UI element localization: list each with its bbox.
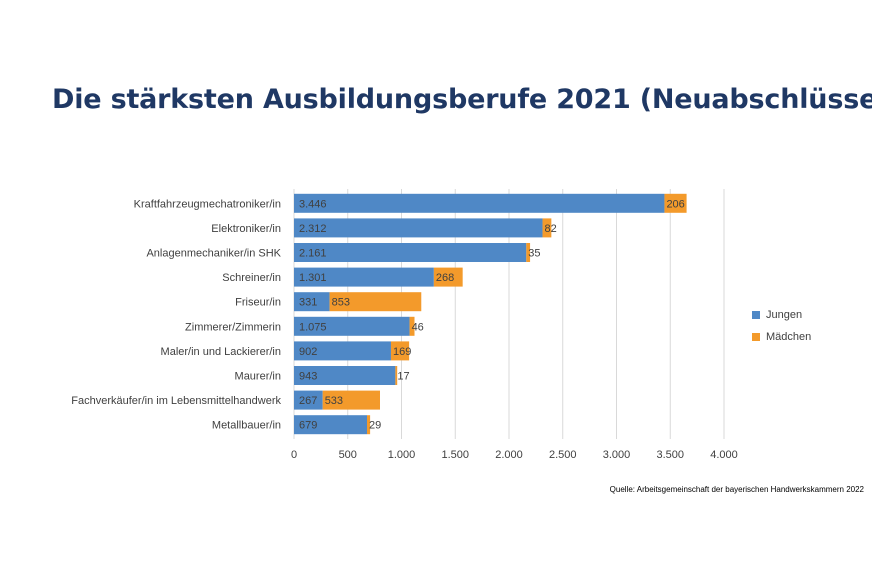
bar-jungen — [294, 193, 665, 213]
category-label: Elektroniker/in — [211, 223, 281, 235]
x-axis-ticks: 0 500 1.000 1.500 2.000 2.500 3.000 3.500 4.000 — [291, 449, 738, 461]
x-tick-label: 3.000 — [603, 449, 631, 461]
data-label-jungen: 3.446 — [299, 198, 327, 210]
category-label: Anlagenmechaniker/in SHK — [146, 248, 281, 260]
legend: Jungen Mädchen — [752, 308, 811, 352]
data-label-jungen: 267 — [299, 395, 317, 407]
data-label-maedchen: 206 — [666, 198, 684, 210]
x-tick-label: 2.500 — [549, 449, 577, 461]
bar-jungen — [294, 366, 396, 385]
x-tick-label: 3.500 — [656, 449, 684, 461]
data-label-jungen: 1.075 — [299, 321, 327, 333]
bar-jungen — [294, 390, 323, 410]
bar-maedchen — [409, 316, 415, 336]
bar-jungen — [294, 292, 330, 312]
bar-maedchen — [395, 366, 398, 385]
legend-label-maedchen: Mädchen — [766, 331, 812, 343]
data-label-jungen: 1.301 — [299, 272, 327, 284]
bar-jungen — [294, 341, 391, 361]
data-label-jungen: 2.312 — [299, 223, 327, 235]
bar-jungen — [294, 316, 410, 336]
category-labels: Kraftfahrzeugmechatroniker/in Elektronike… — [71, 198, 281, 431]
data-label-maedchen: 853 — [332, 297, 350, 309]
bar-maedchen — [390, 341, 410, 361]
category-label: Maler/in und Lackierer/in — [161, 346, 281, 358]
bar-maedchen — [433, 267, 463, 287]
bar-maedchen — [542, 218, 552, 238]
chart-title: Die stärksten Ausbildungsberufe 2021 (Ne… — [52, 84, 872, 115]
x-tick-label: 0 — [291, 449, 297, 461]
data-label-maedchen: 17 — [397, 371, 409, 383]
category-label: Zimmerer/Zimmerin — [185, 321, 281, 333]
data-label-jungen: 331 — [299, 297, 317, 309]
category-label: Schreiner/in — [222, 272, 281, 284]
data-label-jungen: 902 — [299, 346, 317, 358]
legend-swatch-jungen — [752, 311, 760, 319]
x-tick-label: 4.000 — [710, 449, 738, 461]
bar-maedchen — [329, 292, 422, 312]
data-label-maedchen: 82 — [545, 223, 557, 235]
bar-jungen — [294, 218, 543, 238]
data-label-maedchen: 533 — [325, 395, 343, 407]
x-tick-label: 500 — [339, 449, 357, 461]
legend-item-maedchen: Mädchen — [752, 330, 811, 344]
bar-maedchen — [526, 243, 531, 262]
category-label: Kraftfahrzeugmechatroniker/in — [134, 198, 281, 210]
bars — [294, 193, 687, 435]
bar-maedchen — [664, 193, 687, 213]
category-label: Fachverkäufer/in im Lebensmittelhandwerk — [71, 395, 281, 407]
source-note: Quelle: Arbeitsgemeinschaft der bayerisc… — [609, 485, 864, 494]
category-label: Friseur/in — [235, 297, 281, 309]
legend-label-jungen: Jungen — [766, 309, 803, 321]
data-label-maedchen: 35 — [528, 248, 540, 260]
legend-item-jungen: Jungen — [752, 308, 811, 322]
data-label-jungen: 679 — [299, 420, 317, 432]
x-tick-label: 1.000 — [388, 449, 416, 461]
bar-maedchen — [366, 415, 371, 435]
data-labels: 3.446 206 2.312 82 2.161 35 1.301 268 331 853 1.07… — [299, 198, 685, 431]
bar-jungen — [294, 415, 367, 435]
bar-maedchen — [322, 390, 380, 410]
bar-jungen — [294, 243, 527, 262]
data-label-maedchen: 29 — [369, 420, 381, 432]
category-label: Metallbauer/in — [212, 420, 281, 432]
data-label-maedchen: 46 — [412, 321, 424, 333]
x-tick-label: 1.500 — [441, 449, 469, 461]
data-label-jungen: 943 — [299, 371, 317, 383]
data-label-maedchen: 169 — [393, 346, 411, 358]
data-label-jungen: 2.161 — [299, 248, 327, 260]
x-tick-label: 2.000 — [495, 449, 523, 461]
data-label-maedchen: 268 — [436, 272, 454, 284]
bar-jungen — [294, 267, 434, 287]
category-label: Maurer/in — [235, 371, 281, 383]
legend-swatch-maedchen — [752, 333, 760, 341]
